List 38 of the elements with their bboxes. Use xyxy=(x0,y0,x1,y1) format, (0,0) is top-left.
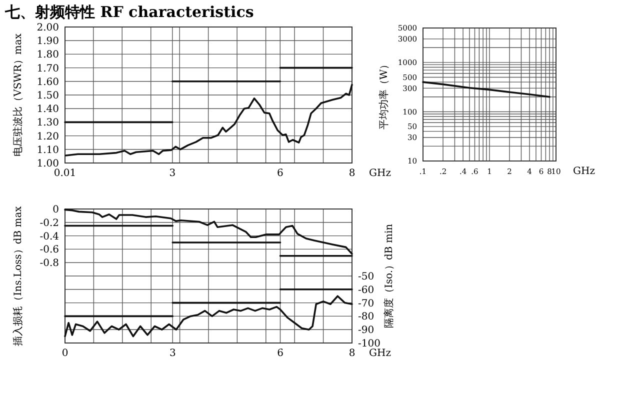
x-axis-title: GHz xyxy=(369,168,391,179)
y2-tick-label: -80 xyxy=(358,312,374,323)
x-tick-label: 3 xyxy=(169,348,176,359)
y-tick-label: 1.40 xyxy=(36,104,59,116)
y2-tick-label: -90 xyxy=(358,325,374,336)
y-tick-label: 1.60 xyxy=(36,76,59,88)
y-tick-label: 1.00 xyxy=(36,158,59,170)
x-tick-label: 8 xyxy=(348,168,356,179)
y-tick-label: 2.00 xyxy=(36,22,59,34)
y-axis-title: 平均功率（W） xyxy=(378,59,390,130)
x-tick-label: 3 xyxy=(169,168,176,179)
y-tick-label: 1.70 xyxy=(36,63,59,74)
chart-title: 七、射频特性 RF characteristics xyxy=(4,3,254,21)
y-tick-label: 1.50 xyxy=(36,90,59,102)
y-tick-label: -0.6 xyxy=(40,244,59,256)
y2-tick-label: -100 xyxy=(358,338,380,350)
x-axis-title: GHz xyxy=(573,166,595,177)
y-tick-label: 1.10 xyxy=(36,144,59,156)
y2-tick-label: -70 xyxy=(358,298,374,310)
x-tick-label: 6 xyxy=(277,348,284,359)
x-axis-title: GHz xyxy=(369,348,391,359)
y-axis-title: 插入损耗（Ins.Loss）dB max xyxy=(12,206,24,346)
y-axis-title: 电压驻波比（VSWR）max xyxy=(12,33,24,156)
y2-tick-label: -50 xyxy=(358,272,374,282)
x-tick-label: 8 xyxy=(348,348,356,359)
x-tick-label: 0 xyxy=(62,348,68,359)
x-tick-label: 6 xyxy=(276,168,284,179)
y2-axis-title: 隔离度（Iso.）dB min xyxy=(383,223,395,328)
y-tick-label: 1.30 xyxy=(36,118,59,129)
y2-tick-label: -60 xyxy=(358,284,374,296)
y-tick-label: -0.2 xyxy=(40,218,59,229)
y-tick-label: 0 xyxy=(52,204,59,216)
y-tick-label: 1.20 xyxy=(36,131,59,142)
y-tick-label: 1.80 xyxy=(36,50,59,61)
y-tick-label: 1.90 xyxy=(36,36,59,48)
x-tick-label: 0.01 xyxy=(54,168,76,179)
y-tick-label: -0.8 xyxy=(40,258,59,270)
y-tick-label: -0.4 xyxy=(40,231,59,242)
